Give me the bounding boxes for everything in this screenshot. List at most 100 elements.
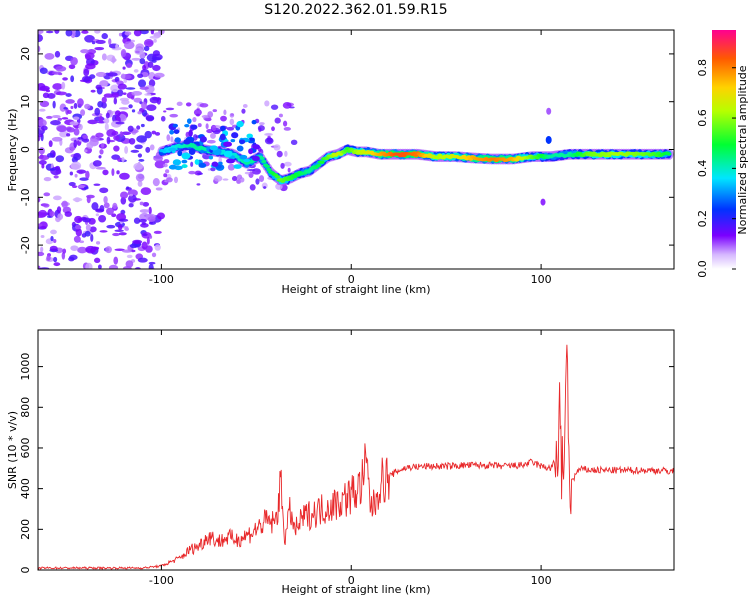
noise-blob [145,114,155,122]
noise-blob [92,160,102,167]
noise-blob [54,30,60,34]
noise-blob [38,147,45,155]
noise-blob [143,45,150,52]
ridge-segment [259,156,265,160]
noise-blob [142,64,147,71]
ridge-segment [274,175,281,179]
noise-blob [227,163,235,171]
noise-blob [124,227,129,231]
ridge-clump [173,129,180,134]
noise-blob [258,122,265,126]
ridge-segment [288,176,294,180]
noise-blob [131,57,141,61]
noise-blob [70,75,75,83]
spectrogram-y-axis-label: Frequency (Hz) [6,109,19,192]
noise-blob [85,63,96,70]
y-tick-label: 800 [19,397,32,418]
noise-blob [44,53,55,60]
noise-blob [121,249,133,253]
noise-blob [257,125,265,132]
noise-blob [49,245,58,252]
noise-blob [139,57,146,65]
noise-blob [156,97,161,105]
noise-blob [133,30,142,37]
noise-blob [210,167,216,172]
snr-x-axis-label: Height of straight line (km) [281,583,430,596]
noise-blob [163,159,170,164]
noise-blob [142,201,150,207]
ridge-clump [233,164,242,169]
noise-blob [145,40,154,45]
noise-blob [83,68,90,77]
noise-blob [173,176,179,184]
noise-blob [226,126,235,131]
noise-blob [101,96,107,104]
ridge-clump [194,159,200,165]
noise-blob [162,163,168,168]
noise-blob [78,123,83,131]
noise-blob [138,175,143,178]
noise-blob [43,192,51,197]
noise-blob [118,218,129,222]
noise-blob [94,46,105,51]
noise-blob [263,186,267,189]
noise-blob [137,257,148,263]
noise-blob [131,109,136,113]
noise-blob [89,226,97,233]
noise-blob [111,56,116,64]
ridge-clump [188,129,193,137]
noise-blob [103,93,114,98]
noise-blob [70,161,82,170]
noise-blob [57,213,64,220]
noise-blob [95,39,106,45]
noise-blob [119,131,124,138]
noise-blob [155,187,163,191]
noise-blob [120,196,127,205]
noise-blob [129,193,134,197]
ridge-clump [208,155,214,160]
ridge-clump [239,139,246,145]
noise-blob [77,246,88,254]
noise-blob [105,112,110,119]
noise-blob [133,162,144,170]
noise-blob [73,128,80,136]
noise-blob [66,127,75,133]
noise-blob [207,111,214,118]
noise-blob [64,211,72,217]
noise-blob [61,81,66,90]
noise-blob [140,223,149,228]
noise-blob [163,110,167,113]
noise-blob [101,33,108,40]
noise-blob [50,166,62,176]
noise-blob [153,72,165,78]
noise-blob [124,31,132,36]
colorbar-tick-label: 0.8 [696,59,709,77]
noise-blob [38,34,44,43]
noise-blob [71,185,78,189]
noise-blob [52,114,61,119]
noise-blob [152,64,161,72]
noise-blob [77,136,84,140]
noise-blob [38,133,43,138]
ridge-clump [172,159,182,166]
noise-blob [52,100,56,109]
noise-blob [163,173,168,178]
noise-blob [119,97,129,102]
noise-blob [73,102,78,109]
noise-blob [68,182,76,187]
noise-blob [135,50,140,54]
noise-blob [75,225,82,230]
noise-blob [132,239,143,244]
noise-blob [38,155,50,161]
noise-blob [49,168,56,171]
noise-blob [76,169,87,174]
noise-blob [278,113,283,118]
noise-blob [165,169,170,174]
noise-blob [231,176,238,182]
noise-blob [70,245,79,251]
noise-blob [122,66,126,70]
noise-blob [144,130,152,139]
ridge-segment [514,158,520,162]
noise-blob [47,92,56,99]
x-tick-label: -100 [149,273,174,286]
